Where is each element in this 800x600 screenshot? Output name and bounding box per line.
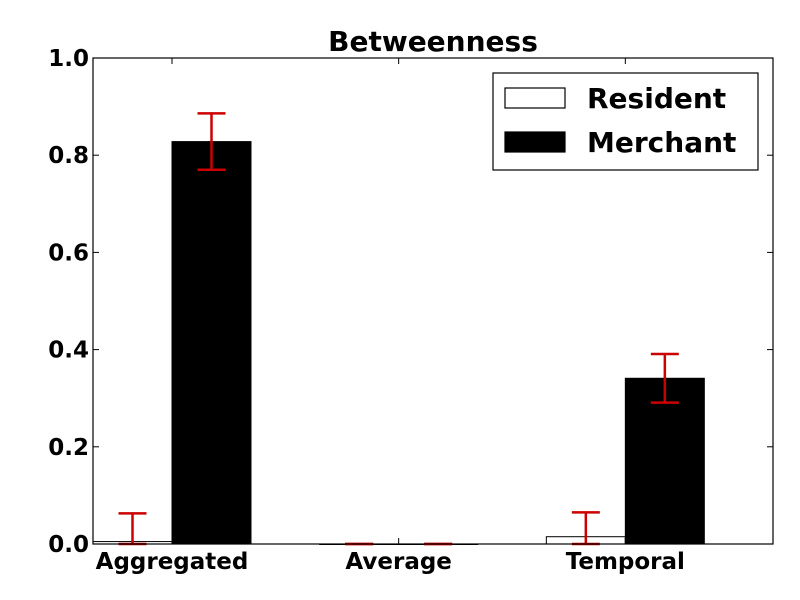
- x-tick-label-temporal: Temporal: [566, 549, 685, 575]
- legend-swatch-resident: [504, 87, 566, 109]
- legend: Resident Merchant: [492, 72, 759, 171]
- legend-label-merchant: Merchant: [587, 126, 736, 159]
- x-tick-label-aggregated: Aggregated: [96, 549, 249, 575]
- legend-swatch-merchant: [504, 131, 566, 153]
- y-axis: 0.0 0.2 0.4 0.6 0.8 1.0: [48, 46, 773, 558]
- y-tick-label: 0.2: [48, 435, 89, 461]
- bar-merchant-temporal: [624, 377, 705, 545]
- bar-merchant-aggregated: [171, 141, 252, 545]
- x-tick-label-average: Average: [345, 549, 452, 575]
- y-tick-label: 0.0: [48, 532, 89, 558]
- error-bar-merchant-aggregated: [197, 112, 226, 172]
- bars-layer: [92, 141, 705, 545]
- y-tick-label: 1.0: [48, 46, 89, 72]
- y-tick-label: 0.8: [48, 143, 89, 169]
- error-bar-merchant-temporal: [650, 352, 679, 404]
- error-bar-resident-aggregated: [118, 512, 147, 546]
- plot-frame: [92, 57, 774, 545]
- x-axis: Aggregated Average Temporal: [96, 58, 685, 575]
- chart-title: Betweenness: [328, 25, 538, 58]
- y-tick-label: 0.4: [48, 338, 89, 364]
- y-tick-label: 0.6: [48, 240, 89, 266]
- legend-label-resident: Resident: [587, 82, 726, 115]
